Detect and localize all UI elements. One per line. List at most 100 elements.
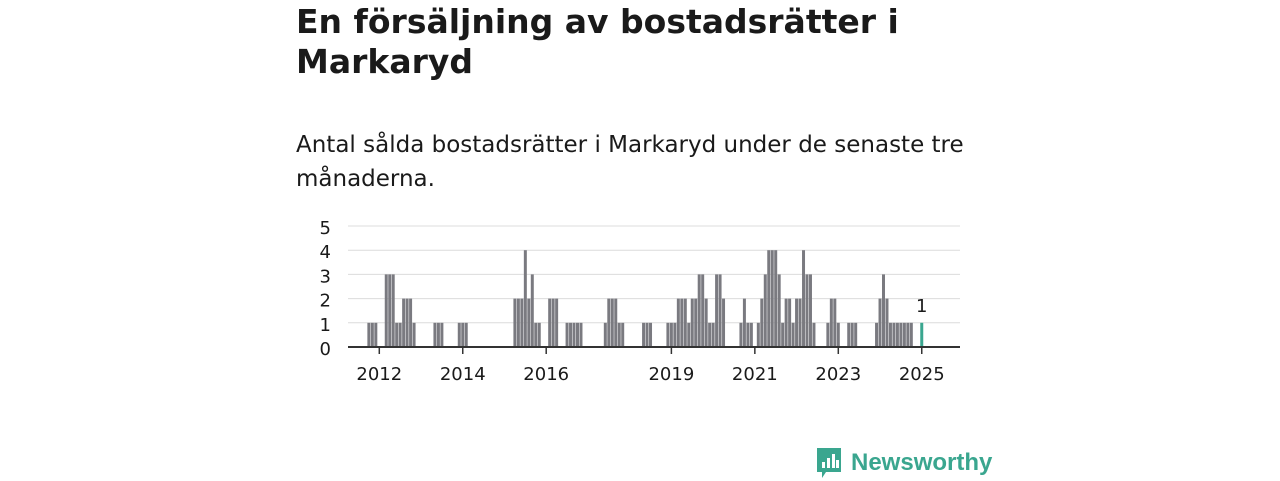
y-tick-label: 3 — [320, 266, 331, 287]
bar — [607, 298, 611, 347]
bar — [808, 274, 812, 347]
x-tick-label: 2012 — [356, 364, 402, 385]
bar — [718, 274, 722, 347]
bar — [391, 274, 395, 347]
bar — [760, 298, 764, 347]
bar — [756, 322, 760, 347]
bar — [791, 322, 795, 347]
bar — [722, 298, 726, 347]
bar — [749, 322, 753, 347]
bar — [551, 298, 555, 347]
bar — [405, 298, 409, 347]
bar — [374, 322, 378, 347]
bar — [649, 322, 653, 347]
bar — [614, 298, 618, 347]
bar — [899, 322, 903, 347]
bar — [579, 322, 583, 347]
x-tick-label: 2016 — [523, 364, 569, 385]
bar — [645, 322, 649, 347]
bar — [739, 322, 743, 347]
bar — [555, 298, 559, 347]
bar — [715, 274, 719, 347]
bar — [534, 322, 538, 347]
newsworthy-logo-icon — [817, 448, 841, 478]
bar — [412, 322, 416, 347]
bar — [530, 274, 534, 347]
bar — [906, 322, 910, 347]
bar — [888, 322, 892, 347]
bar — [767, 250, 771, 347]
bar — [902, 322, 906, 347]
bar — [537, 322, 541, 347]
bar — [513, 298, 517, 347]
bar — [885, 298, 889, 347]
bar — [565, 322, 569, 347]
bar — [395, 322, 399, 347]
bar — [461, 322, 465, 347]
bar — [774, 250, 778, 347]
bar — [388, 274, 392, 347]
y-tick-label: 2 — [320, 291, 331, 312]
brand-name: Newsworthy — [851, 449, 993, 476]
bar — [569, 322, 573, 347]
bar — [701, 274, 705, 347]
bar — [572, 322, 576, 347]
bar — [520, 298, 524, 347]
x-tick-label: 2019 — [648, 364, 694, 385]
page-title: En försäljning av bostadsrätter i Markar… — [296, 2, 899, 81]
y-tick-label: 0 — [320, 339, 331, 360]
bar — [812, 322, 816, 347]
bar — [802, 250, 806, 347]
bar — [617, 322, 621, 347]
bar — [895, 322, 899, 347]
bar — [367, 322, 371, 347]
bar — [676, 298, 680, 347]
bar — [847, 322, 851, 347]
chart-subtitle: Antal sålda bostadsrätter i Markaryd und… — [296, 132, 964, 192]
bar — [836, 322, 840, 347]
bar — [742, 298, 746, 347]
brand-logo[interactable]: Newsworthy — [815, 445, 992, 481]
bar — [402, 298, 406, 347]
y-tick-label: 4 — [320, 242, 331, 263]
bar — [795, 298, 799, 347]
bar — [798, 298, 802, 347]
bar — [784, 298, 788, 347]
x-tick-label: 2021 — [732, 364, 778, 385]
bar — [433, 322, 437, 347]
bar — [788, 298, 792, 347]
bar — [398, 322, 402, 347]
bar — [697, 274, 701, 347]
highlight-value-label: 1 — [916, 296, 927, 317]
bar — [892, 322, 896, 347]
bar — [523, 250, 527, 347]
bar — [829, 298, 833, 347]
x-tick-label: 2023 — [815, 364, 861, 385]
bar — [436, 322, 440, 347]
y-tick-label: 5 — [320, 218, 331, 239]
bar — [694, 298, 698, 347]
bar — [690, 298, 694, 347]
bar — [763, 274, 767, 347]
bar — [854, 322, 858, 347]
bar — [576, 322, 579, 347]
bar — [711, 322, 715, 347]
bar — [666, 322, 670, 347]
bar — [708, 322, 712, 347]
bar — [805, 274, 809, 347]
bar — [610, 298, 614, 347]
x-tick-label: 2025 — [899, 364, 945, 385]
bar — [548, 298, 552, 347]
bar — [370, 322, 374, 347]
bar — [833, 298, 837, 347]
highlight-bar — [920, 322, 924, 347]
bar — [457, 322, 461, 347]
bar — [621, 322, 625, 347]
bar — [781, 322, 785, 347]
bar — [464, 322, 468, 347]
bar — [878, 298, 882, 347]
chart-card: En försäljning av bostadsrätter i Markar… — [296, 0, 996, 480]
bar — [409, 298, 413, 347]
bar — [642, 322, 646, 347]
bar — [516, 298, 520, 347]
